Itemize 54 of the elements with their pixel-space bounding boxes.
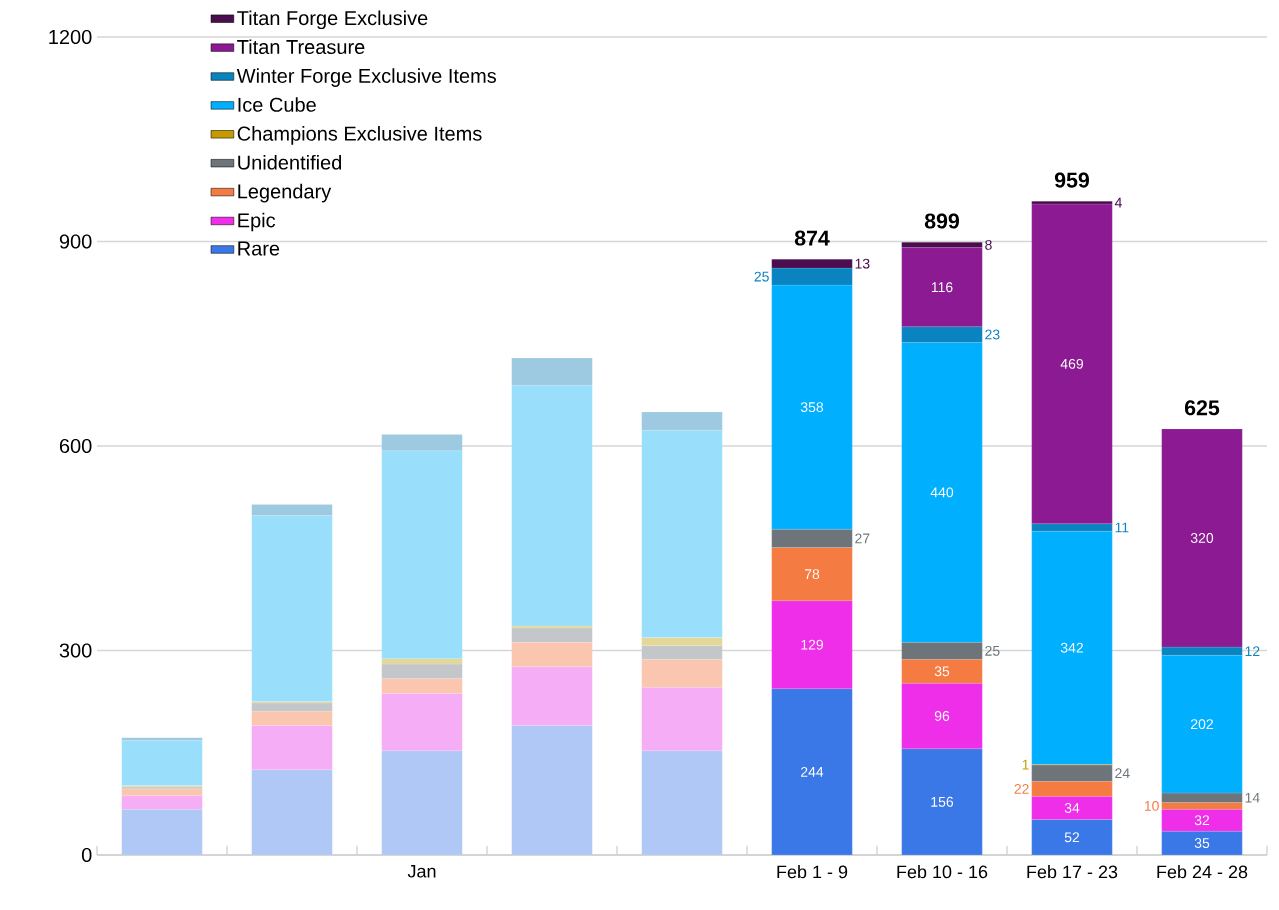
total-label: 625	[1184, 400, 1220, 416]
total-label: 899	[924, 213, 959, 229]
data-label: 202	[1191, 719, 1213, 730]
y-tick-label: 300	[59, 643, 92, 658]
total-label: 959	[1054, 172, 1089, 188]
legend-label: Champions Exclusive Items	[237, 126, 482, 145]
data-label: 25	[985, 645, 1000, 656]
data-label: 129	[801, 639, 823, 650]
data-label: 52	[1064, 832, 1080, 843]
x-tick-label: Feb 10 - 16	[897, 865, 988, 879]
data-label: 12	[1245, 646, 1260, 657]
x-tick-label: Feb 17 - 23	[1027, 865, 1118, 879]
data-label: 35	[1194, 838, 1210, 849]
data-label: 23	[985, 329, 1000, 340]
data-label: 34	[1064, 803, 1080, 813]
data-label: 24	[1115, 768, 1130, 779]
data-label: 27	[855, 533, 870, 544]
y-tick-label: 1200	[49, 29, 92, 45]
total-label: 874	[794, 230, 830, 246]
data-label: 116	[931, 282, 953, 293]
data-label: 22	[1014, 783, 1029, 794]
y-tick-label: 600	[59, 438, 92, 454]
legend-label: Titan Treasure	[237, 39, 365, 55]
x-tick-label: Jan	[407, 865, 436, 878]
legend-label: Titan Forge Exclusive	[237, 10, 428, 30]
data-label: 32	[1194, 815, 1210, 826]
data-label: 320	[1190, 533, 1214, 543]
data-label: 14	[1245, 792, 1260, 803]
data-label: 358	[800, 402, 824, 413]
y-tick-label: 0	[81, 847, 92, 863]
data-label: 10	[1144, 800, 1159, 811]
data-label: 78	[804, 569, 820, 580]
data-label: 35	[934, 666, 950, 677]
data-label: 13	[855, 258, 870, 269]
legend-label: Winter Forge Exclusive Items	[236, 68, 497, 87]
data-label: 25	[754, 271, 769, 282]
legend-label: Unidentified	[238, 154, 342, 170]
legend-label: Epic	[238, 212, 276, 232]
data-label: 4	[1114, 197, 1122, 208]
data-label: 440	[930, 487, 954, 498]
data-label: 1	[1022, 759, 1029, 770]
data-label: 156	[931, 796, 954, 807]
data-label: 8	[985, 239, 992, 250]
data-label: 469	[1060, 358, 1083, 369]
data-label: 11	[1115, 522, 1129, 533]
y-tick-label: 900	[59, 234, 92, 249]
legend-label: Legendary	[238, 183, 332, 203]
legend-label: Rare	[238, 241, 280, 256]
x-tick-label: Feb 24 - 28	[1157, 865, 1248, 879]
data-label: 96	[934, 710, 950, 721]
data-label: 244	[801, 766, 824, 777]
legend-label: Ice Cube	[238, 97, 316, 112]
data-label: 342	[1060, 642, 1083, 653]
x-tick-label: Feb 1 - 9	[777, 865, 848, 879]
